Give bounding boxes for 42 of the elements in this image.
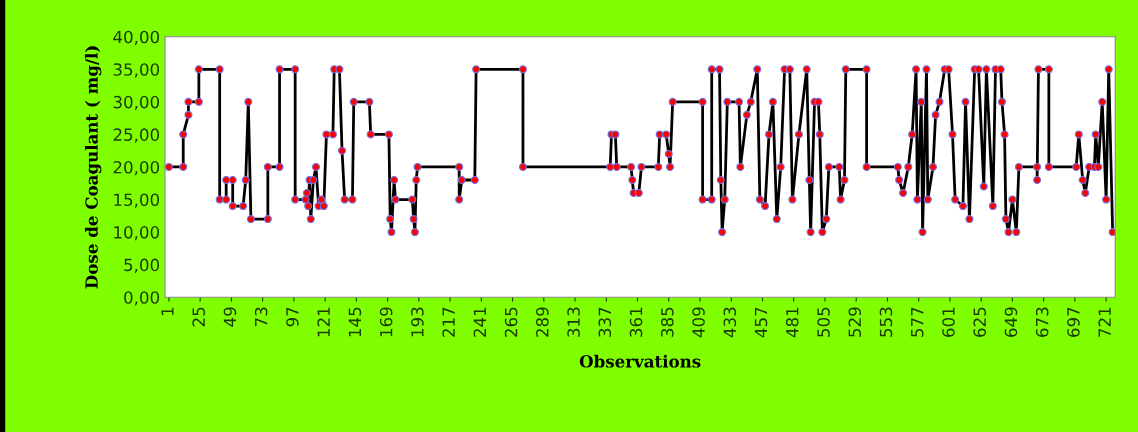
y-tick-label: 10,00	[114, 226, 160, 241]
x-tick-label: 481	[785, 307, 799, 338]
x-tick-label: 217	[442, 307, 455, 337]
x-axis-title: Observations	[579, 354, 701, 368]
x-tick-label: 361	[629, 307, 643, 337]
y-tick-label: 5,00	[124, 258, 160, 273]
x-tick-label: 49	[223, 307, 237, 327]
x-tick-label: 73	[254, 307, 268, 327]
x-tick-label: 193	[411, 307, 424, 337]
x-tick-label: 553	[879, 307, 893, 337]
x-tick-label: 169	[379, 307, 393, 337]
y-axis-title: Dose de Coagulant ( mg/l)	[84, 46, 102, 289]
y-tick-label: 0,00	[124, 291, 160, 306]
y-tick-label: 15,00	[114, 193, 160, 208]
x-tick-label: 457	[754, 307, 768, 338]
x-tick-label: 25	[192, 307, 205, 327]
x-tick-label: 697	[1067, 307, 1080, 337]
x-tick-label: 433	[723, 307, 737, 338]
y-tick-label: 40,00	[113, 30, 160, 45]
x-tick-label: 577	[911, 307, 924, 337]
x-tick-label: 313	[567, 307, 580, 337]
x-tick-label: 97	[286, 307, 299, 327]
x-tick-label: 505	[817, 307, 830, 337]
x-tick-label: 721	[1098, 307, 1111, 337]
y-tick-label: 30,00	[113, 95, 160, 111]
x-tick-label: 529	[848, 307, 862, 337]
x-tick-label: 145	[348, 307, 362, 337]
x-tick-label: 625	[973, 307, 986, 337]
x-tick-label: 1	[161, 307, 174, 316]
y-tick-label: 25,00	[113, 128, 160, 143]
x-tick-label: 673	[1035, 307, 1049, 337]
x-tick-label: 385	[660, 307, 674, 337]
y-tick-label: 20,00	[113, 160, 160, 176]
x-tick-label: 265	[504, 307, 518, 337]
y-tick-label: 35,00	[113, 63, 160, 78]
x-tick-label: 289	[536, 307, 549, 337]
x-tick-label: 121	[317, 307, 330, 337]
x-tick-label: 601	[942, 307, 955, 337]
x-tick-label: 409	[692, 307, 705, 338]
x-tick-label: 649	[1004, 307, 1018, 337]
x-tick-label: 337	[598, 307, 612, 337]
x-tick-label: 241	[473, 307, 486, 337]
